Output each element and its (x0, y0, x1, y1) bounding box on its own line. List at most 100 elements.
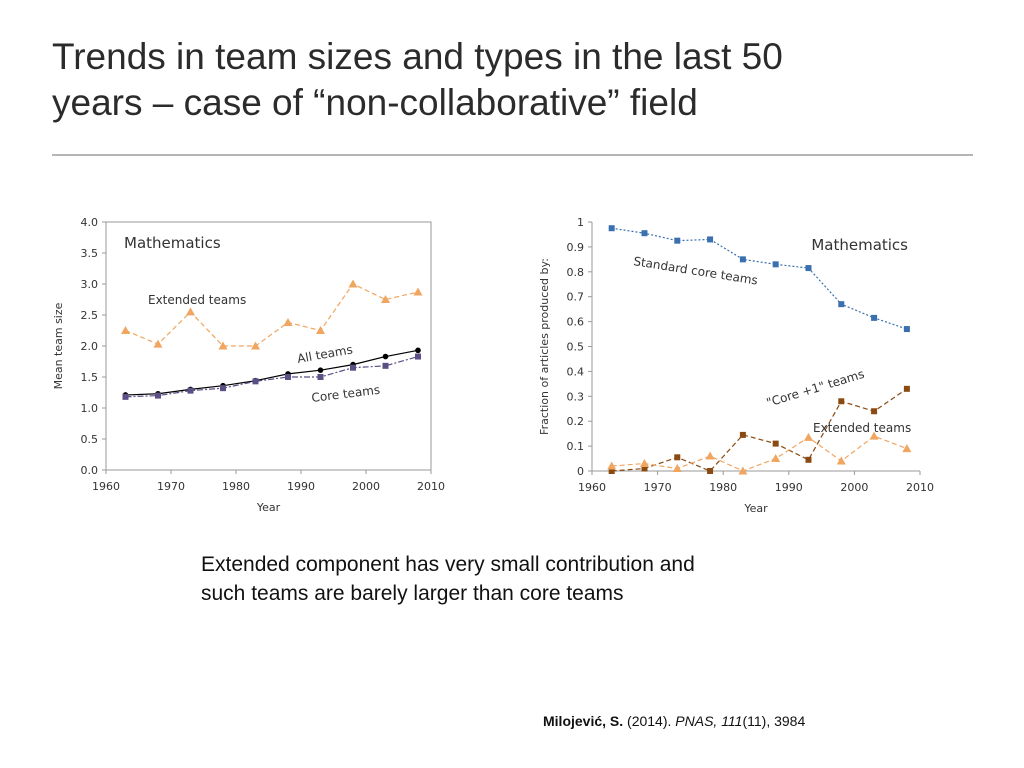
citation: Milojević, S. (2014). PNAS, 111(11), 398… (543, 713, 805, 729)
data-point-square (608, 225, 615, 232)
series-line (611, 435, 908, 472)
series-label: Core teams (311, 383, 381, 405)
series-line (125, 283, 419, 347)
y-tick-label: 0.9 (567, 241, 585, 254)
y-tick-label: 1.0 (81, 402, 99, 415)
data-point-square (772, 261, 779, 268)
data-point-triangle (218, 341, 228, 350)
series-label: Extended teams (813, 421, 911, 435)
x-tick-label: 1970 (157, 480, 185, 493)
data-point-triangle (381, 295, 390, 303)
data-point-triangle (836, 456, 846, 465)
citation-journal: PNAS, (675, 713, 718, 729)
data-point-square (805, 456, 812, 463)
chart-fraction-articles: 0 0.1 0.2 0.3 0.4 0.5 0.6 0.7 0.8 0.9 1 1960 1970 198… (538, 216, 934, 515)
data-point-square (674, 454, 681, 461)
chart-title: Mathematics (811, 236, 908, 254)
data-point-triangle (607, 461, 617, 470)
x-tick-label: 1980 (222, 480, 250, 493)
series-label: All teams (296, 342, 354, 366)
y-tick-label: 0.3 (567, 390, 585, 403)
data-point-square (641, 230, 648, 237)
data-point-square (122, 393, 129, 400)
data-point-triangle (121, 326, 130, 334)
data-point-square (739, 431, 746, 438)
y-tick-label: 2.5 (81, 309, 99, 322)
series-line (611, 388, 908, 472)
y-tick-label: 1.5 (81, 371, 99, 384)
x-axis-label: Year (743, 502, 768, 515)
x-tick-label: 2000 (352, 480, 380, 493)
slide-title: Trends in team sizes and types in the la… (52, 34, 982, 126)
data-point-square (220, 385, 226, 392)
caption: Extended component has very small contri… (201, 550, 821, 608)
x-tick-label: 2000 (840, 481, 868, 494)
data-point-square (838, 398, 845, 405)
x-tick-label: 2010 (417, 480, 445, 493)
data-point-triangle (283, 317, 293, 326)
data-point-square (641, 465, 648, 472)
caption-line-1: Extended component has very small contri… (201, 553, 695, 576)
data-point-circle (317, 367, 324, 373)
data-point-triangle (639, 459, 649, 468)
data-point-square (674, 237, 681, 244)
data-point-triangle (738, 466, 748, 475)
data-point-square (772, 440, 779, 447)
y-tick-label: 1 (577, 216, 584, 229)
chart-title: Mathematics (124, 234, 221, 252)
x-tick-label: 1970 (644, 481, 672, 494)
data-point-square (252, 378, 259, 385)
x-tick-label: 1990 (775, 481, 803, 494)
x-tick-label: 2010 (906, 481, 934, 494)
data-point-square (608, 468, 615, 474)
data-point-square (903, 326, 910, 333)
data-point-triangle (316, 326, 325, 334)
data-point-triangle (186, 307, 195, 316)
x-tick-label: 1990 (287, 480, 315, 493)
data-point-triangle (902, 444, 912, 453)
title-line-2: years – case of “non-collaborative” fiel… (52, 82, 698, 123)
y-tick-label: 0.1 (567, 440, 585, 453)
title-divider (52, 154, 973, 156)
data-point-square (871, 408, 878, 415)
citation-year: (2014). (627, 713, 672, 729)
data-point-square (415, 353, 421, 360)
data-point-triangle (348, 279, 358, 288)
data-point-square (155, 392, 161, 399)
y-tick-label: 0.5 (81, 433, 99, 446)
data-point-square (350, 364, 356, 371)
data-point-circle (415, 347, 421, 354)
y-tick-label: 0.0 (81, 464, 99, 477)
data-point-circle (382, 353, 389, 360)
data-point-square (871, 314, 878, 321)
data-point-triangle (705, 451, 715, 460)
data-point-square (707, 468, 714, 474)
data-point-square (707, 236, 714, 243)
y-tick-label: 0.5 (567, 341, 585, 354)
data-point-triangle (672, 464, 682, 473)
y-tick-label: 3.0 (81, 278, 99, 291)
data-point-square (903, 385, 910, 392)
y-tick-label: 4.0 (81, 216, 99, 229)
title-line-1: Trends in team sizes and types in the la… (52, 36, 783, 77)
data-point-triangle (251, 341, 260, 350)
data-point-square (739, 256, 746, 263)
x-tick-label: 1960 (578, 481, 606, 494)
y-tick-label: 0.6 (567, 316, 585, 329)
series-label: "Core +1" teams (765, 367, 866, 410)
series-label: Standard core teams (633, 254, 759, 287)
series-line (611, 227, 908, 330)
series-line (125, 349, 419, 396)
y-axis-label: Fraction of articles produced by: (538, 258, 551, 435)
y-tick-label: 3.5 (81, 247, 99, 260)
data-point-square (805, 265, 812, 272)
data-point-triangle (771, 454, 781, 463)
data-point-square (317, 374, 324, 380)
data-point-square (187, 387, 194, 394)
data-point-square (838, 301, 845, 308)
y-tick-label: 0.2 (567, 415, 585, 428)
y-tick-label: 0.8 (567, 266, 585, 279)
data-point-square (285, 374, 291, 380)
x-tick-label: 1980 (709, 481, 737, 494)
x-axis-label: Year (256, 501, 281, 514)
